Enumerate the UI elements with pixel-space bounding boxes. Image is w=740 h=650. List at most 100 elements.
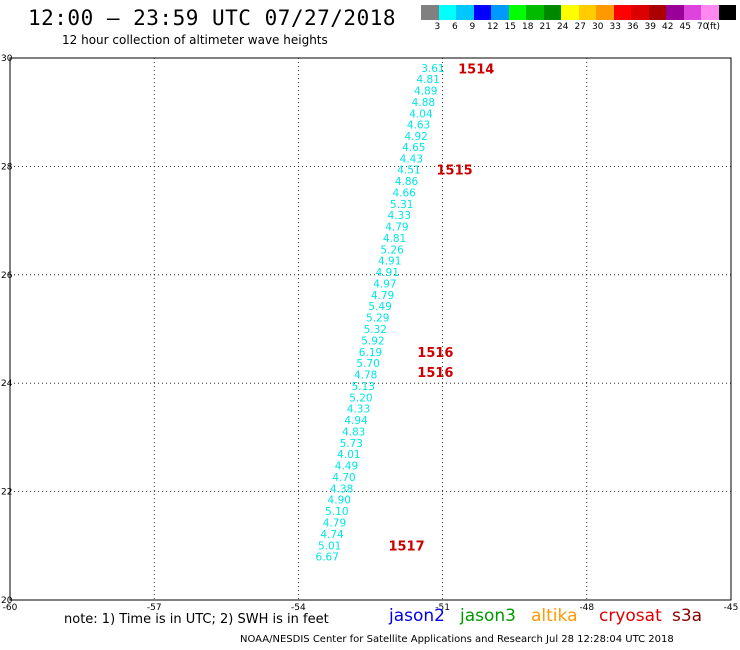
legend-color-swatch	[526, 5, 544, 20]
wave-height-label: 5.01	[318, 540, 341, 552]
wave-height-label: 4.04	[409, 108, 433, 120]
wave-height-label: 4.51	[397, 165, 420, 177]
wave-height-label: 4.88	[412, 97, 435, 109]
satellite-label-jason2: jason2	[389, 606, 445, 626]
footer-note: note: 1) Time is in UTC; 2) SWH is in fe…	[64, 612, 329, 627]
legend-color-swatch	[718, 5, 736, 20]
legend-tick-label: 6	[452, 22, 458, 32]
legend-color-swatch	[543, 5, 561, 20]
wave-height-label: 5.32	[364, 324, 387, 336]
x-tick-label: -45	[724, 603, 739, 613]
legend-color-swatch	[631, 5, 649, 20]
legend-color-swatch	[508, 5, 526, 20]
satellite-label-cryosat: cryosat	[599, 606, 662, 626]
legend-color-swatch	[473, 5, 491, 20]
legend-color-swatch	[701, 5, 719, 20]
wave-height-label: 4.86	[395, 176, 419, 188]
orbit-number-label: 1515	[437, 164, 473, 179]
wave-height-label: 4.81	[416, 74, 439, 86]
legend-tick-label: 36	[627, 22, 639, 32]
wave-height-label: 4.49	[335, 461, 358, 473]
color-legend: 3 6 9 12 15 18 21 24 27 30 33 36 39 42 45 70 (ft)	[421, 5, 736, 34]
grid-lines	[10, 58, 731, 600]
wave-height-label: 5.49	[368, 301, 391, 313]
y-tick-label: 24	[1, 379, 13, 389]
legend-tick-label: 15	[504, 22, 516, 32]
legend-color-swatch	[456, 5, 474, 20]
legend-tick-label: (ft)	[706, 22, 721, 32]
orbit-number-label: 1516	[417, 366, 453, 381]
wave-height-label: 5.73	[340, 438, 363, 450]
legend-tick-label: 70	[697, 22, 709, 32]
wave-height-label: 4.33	[388, 210, 411, 222]
legend-tick-label: 21	[539, 22, 551, 32]
legend-tick-label: 18	[522, 22, 534, 32]
wave-height-label: 4.43	[400, 153, 423, 165]
legend-color-swatch	[438, 5, 456, 20]
wave-height-label: 5.20	[349, 392, 372, 404]
wave-height-label: 4.83	[342, 426, 365, 438]
wave-height-label: 4.66	[392, 187, 416, 199]
satellite-label-altika: altika	[531, 606, 578, 626]
legend-tick-label: 42	[662, 22, 674, 32]
wave-height-label: 4.91	[376, 267, 399, 279]
legend-tick-label: 24	[557, 22, 569, 32]
x-tick-label: -54	[291, 603, 306, 613]
legend-color-swatch	[578, 5, 596, 20]
wave-height-label: 4.94	[344, 415, 368, 427]
y-tick-label: 28	[1, 162, 13, 172]
wave-height-label: 5.31	[390, 199, 413, 211]
wave-height-label: 4.79	[385, 222, 408, 234]
wave-height-label: 4.91	[378, 256, 401, 268]
wave-height-label: 4.89	[414, 86, 437, 98]
wave-height-label: 5.70	[356, 358, 379, 370]
legend-tick-label: 39	[644, 22, 656, 32]
axis-tick-labels: -60 -57 -54 -51 -48 -45 20 22 24 26 28 30	[1, 54, 738, 613]
legend-color-swatch	[666, 5, 684, 20]
wave-height-label: 4.70	[332, 472, 355, 484]
y-tick-label: 30	[1, 54, 13, 64]
legend-color-swatch	[561, 5, 579, 20]
plot-frame	[9, 57, 732, 601]
chart-title: 12:00 – 23:59 UTC 07/27/2018	[28, 6, 397, 30]
legend-tick-label: 3	[434, 22, 441, 32]
wave-height-label: 3.61	[421, 63, 444, 75]
legend-color-swatch	[683, 5, 701, 20]
satellite-label-jason3: jason3	[460, 606, 516, 626]
legend-tick-label: 12	[487, 22, 499, 32]
wave-height-label: 4.65	[402, 142, 425, 154]
data-labels: 3.614.814.894.884.044.634.924.654.434.51…	[316, 63, 445, 564]
legend-color-swatch	[596, 5, 614, 20]
legend-tick-label: 30	[592, 22, 604, 32]
wave-height-label: 6.19	[359, 347, 382, 359]
wave-height-label: 5.13	[352, 381, 375, 393]
wave-height-label: 4.78	[354, 370, 377, 382]
legend-ticks: 3 6 9 12 15 18 21 24 27 30 33 36 39 42 45 70 (ft)	[421, 20, 736, 34]
wave-height-label: 4.90	[328, 495, 351, 507]
wave-height-label: 4.92	[404, 131, 427, 143]
wave-height-label: 4.33	[347, 404, 370, 416]
legend-color-swatch	[648, 5, 666, 20]
orbit-annotations: 1514 1515 1516 1516 1517	[388, 62, 494, 554]
wave-height-label: 4.79	[371, 290, 394, 302]
wave-height-label: 4.38	[330, 483, 353, 495]
legend-tick-label: 9	[469, 22, 476, 32]
legend-tick-label: 33	[609, 22, 621, 32]
wave-height-label: 5.92	[361, 335, 384, 347]
wave-height-label: 4.81	[383, 233, 406, 245]
x-tick-label: -57	[147, 603, 162, 613]
legend-color-swatch	[613, 5, 631, 20]
wave-height-label: 4.79	[323, 517, 346, 529]
orbit-number-label: 1516	[417, 346, 453, 361]
orbit-number-label: 1517	[388, 539, 424, 554]
legend-color-swatch	[491, 5, 509, 20]
orbit-number-label: 1514	[458, 62, 494, 77]
footer-credit: NOAA/NESDIS Center for Satellite Applica…	[240, 634, 674, 645]
wave-height-label: 6.67	[316, 552, 339, 564]
legend-tick-label: 27	[574, 22, 586, 32]
wave-height-label: 4.63	[407, 120, 430, 132]
x-tick-label: -48	[579, 603, 594, 613]
y-tick-label: 20	[1, 596, 13, 606]
wave-height-label: 4.74	[320, 529, 344, 541]
chart-subtitle: 12 hour collection of altimeter wave hei…	[62, 33, 328, 47]
